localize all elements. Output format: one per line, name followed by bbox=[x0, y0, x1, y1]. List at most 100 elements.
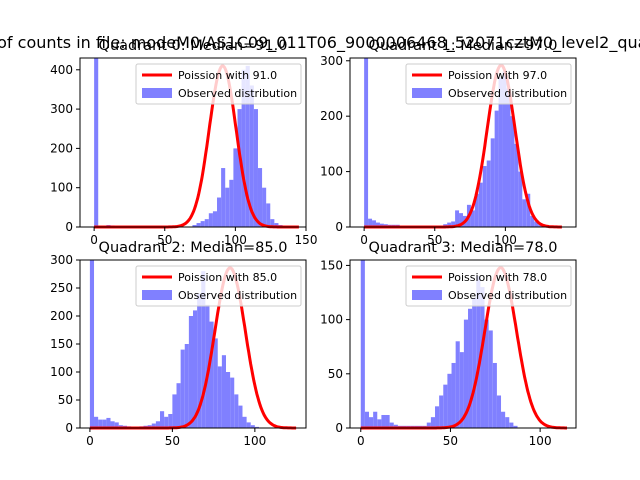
y-tick-label: 300 bbox=[50, 253, 73, 267]
histogram-bar bbox=[368, 218, 373, 227]
histogram-bar bbox=[238, 405, 243, 428]
histogram-bar bbox=[482, 166, 487, 227]
histogram-bar bbox=[385, 414, 390, 428]
histogram-bar bbox=[168, 414, 173, 428]
histogram-bar bbox=[234, 394, 239, 428]
histogram-bar bbox=[155, 421, 161, 428]
x-tick-label: 50 bbox=[427, 233, 442, 247]
histogram-bar bbox=[480, 287, 485, 428]
histogram-bar bbox=[472, 297, 477, 428]
x-tick-label: 0 bbox=[360, 233, 368, 247]
legend-box bbox=[405, 63, 572, 105]
histogram-bar bbox=[114, 422, 119, 428]
y-tick-label: 150 bbox=[50, 337, 73, 351]
histogram-bar bbox=[98, 419, 103, 428]
histogram-bar bbox=[229, 179, 234, 227]
histogram-bar bbox=[496, 395, 502, 428]
histogram-bar bbox=[426, 422, 431, 428]
legend-observed-swatch bbox=[412, 88, 442, 98]
histogram-bar bbox=[89, 260, 95, 428]
histogram-bar bbox=[451, 362, 456, 428]
y-tick-label: 250 bbox=[50, 281, 73, 295]
histogram-bar bbox=[188, 316, 193, 428]
histogram-bar bbox=[221, 355, 226, 428]
axes-frame bbox=[79, 57, 307, 228]
histogram-bar bbox=[494, 110, 499, 227]
histogram-bar bbox=[180, 349, 185, 428]
histogram-bar bbox=[377, 419, 382, 428]
histogram-bar bbox=[468, 308, 473, 428]
histogram-bar bbox=[381, 414, 386, 428]
histogram-bar bbox=[518, 171, 523, 227]
histogram-bar bbox=[192, 225, 197, 227]
legend-observed-swatch bbox=[142, 88, 172, 98]
histogram-bar bbox=[455, 341, 460, 428]
histogram-bar bbox=[474, 193, 479, 227]
x-tick-label: 50 bbox=[157, 233, 172, 247]
histogram-bar bbox=[205, 304, 210, 428]
histogram-bar bbox=[538, 224, 543, 227]
x-tick-label: 50 bbox=[443, 434, 458, 448]
histogram-bar bbox=[476, 276, 481, 428]
histogram-bar bbox=[253, 109, 258, 227]
histogram-bar bbox=[379, 223, 384, 227]
histogram-bar bbox=[110, 421, 115, 428]
y-tick-label: 100 bbox=[50, 181, 73, 195]
histogram-bar bbox=[478, 182, 483, 227]
histogram-bar bbox=[204, 219, 209, 227]
panel-title: Quadrant 2: Median=85.0 bbox=[99, 240, 288, 256]
histogram-bar bbox=[435, 406, 440, 428]
quadrant-0-panel: 0 50 100 150 0 100 200 300 400 Quadrant 0: Median… bbox=[50, 38, 317, 247]
legend-box bbox=[405, 265, 572, 307]
histogram-bar bbox=[373, 411, 378, 428]
histogram-bar bbox=[249, 85, 254, 227]
x-tick-label: 0 bbox=[90, 233, 98, 247]
y-tick-label: 200 bbox=[320, 109, 343, 123]
x-tick-label: 100 bbox=[243, 434, 266, 448]
histogram-bar bbox=[208, 213, 213, 227]
histogram-bar bbox=[447, 222, 452, 227]
histogram-bar bbox=[459, 213, 463, 227]
y-tick-label: 100 bbox=[50, 365, 73, 379]
histogram-bar bbox=[172, 394, 177, 428]
y-tick-label: 0 bbox=[65, 421, 73, 435]
y-tick-label: 0 bbox=[65, 220, 73, 234]
histogram-bar bbox=[230, 377, 235, 428]
histogram-bar bbox=[241, 69, 246, 227]
histogram-bar bbox=[505, 417, 510, 428]
quadrant-1-panel: 0 50 100 0 100 200 300 Quadrant 1: Median=97.0 P… bbox=[320, 38, 577, 247]
panel-title: Quadrant 3: Median=78.0 bbox=[369, 240, 558, 256]
legend-observed-label: Observed distribution bbox=[448, 87, 567, 100]
y-tick-label: 200 bbox=[50, 309, 73, 323]
histogram-bar bbox=[246, 422, 251, 428]
x-tick-label: 0 bbox=[86, 434, 94, 448]
histogram-bar bbox=[490, 138, 495, 227]
histogram-bar bbox=[94, 416, 99, 428]
histogram-bar bbox=[213, 338, 218, 428]
histogram-bar bbox=[197, 293, 202, 428]
y-tick-label: 0 bbox=[335, 220, 343, 234]
histogram-bar bbox=[389, 422, 394, 428]
y-tick-label: 50 bbox=[328, 367, 343, 381]
legend-observed-label: Observed distribution bbox=[178, 87, 297, 100]
histogram-bar bbox=[364, 411, 370, 428]
x-tick-label: 100 bbox=[224, 233, 247, 247]
histogram-bar bbox=[217, 366, 222, 428]
histogram-bar bbox=[262, 187, 267, 227]
histogram-bar bbox=[443, 384, 448, 428]
histogram-bar bbox=[102, 419, 107, 428]
legend-observed-swatch bbox=[142, 290, 172, 300]
figure-suptitle: Histograms of counts in file: modeM0/AS1… bbox=[0, 33, 640, 53]
histogram-bar bbox=[451, 221, 456, 227]
x-tick-label: 150 bbox=[295, 233, 318, 247]
histogram-bar bbox=[509, 422, 514, 428]
histogram-bar bbox=[221, 168, 226, 227]
histogram-bar bbox=[364, 58, 369, 227]
histogram-bar bbox=[151, 423, 156, 428]
histogram-bar bbox=[502, 71, 507, 227]
histogram-bar bbox=[514, 143, 519, 227]
y-tick-label: 0 bbox=[335, 421, 343, 435]
histogram-bar bbox=[470, 210, 475, 227]
histogram-bar bbox=[209, 321, 214, 428]
axes-frame bbox=[349, 57, 577, 228]
